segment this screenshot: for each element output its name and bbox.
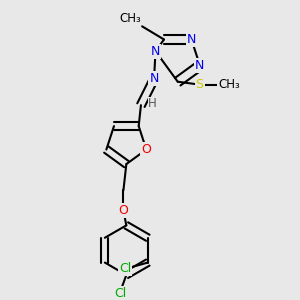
Text: N: N <box>195 59 205 72</box>
Text: N: N <box>149 72 159 86</box>
Text: CH₃: CH₃ <box>218 78 240 91</box>
Text: O: O <box>118 204 128 217</box>
Text: N: N <box>187 33 196 46</box>
Text: Cl: Cl <box>119 262 131 275</box>
Text: S: S <box>196 78 204 91</box>
Text: H: H <box>148 97 157 110</box>
Text: O: O <box>141 143 151 156</box>
Text: N: N <box>151 45 160 58</box>
Text: CH₃: CH₃ <box>119 12 141 25</box>
Text: Cl: Cl <box>114 287 127 300</box>
